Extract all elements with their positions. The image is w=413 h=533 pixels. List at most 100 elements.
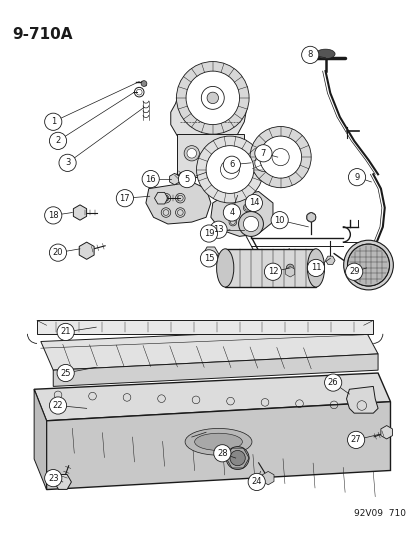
Polygon shape bbox=[54, 474, 71, 489]
Circle shape bbox=[244, 195, 262, 212]
Text: 6: 6 bbox=[229, 160, 234, 169]
Bar bbox=[225, 249, 315, 287]
Ellipse shape bbox=[306, 249, 324, 287]
Text: 9: 9 bbox=[354, 173, 359, 182]
Text: 2: 2 bbox=[55, 136, 60, 146]
Text: 3: 3 bbox=[65, 158, 70, 167]
Polygon shape bbox=[285, 266, 294, 277]
Circle shape bbox=[347, 244, 389, 286]
Circle shape bbox=[206, 92, 218, 103]
Circle shape bbox=[249, 149, 276, 176]
Circle shape bbox=[200, 250, 217, 267]
Circle shape bbox=[223, 156, 240, 173]
Text: 18: 18 bbox=[48, 211, 58, 220]
Circle shape bbox=[59, 154, 76, 172]
Circle shape bbox=[178, 171, 195, 188]
Text: 10: 10 bbox=[274, 216, 284, 225]
Circle shape bbox=[345, 263, 362, 280]
Polygon shape bbox=[262, 471, 273, 485]
Text: 14: 14 bbox=[248, 198, 259, 207]
Text: 26: 26 bbox=[327, 378, 338, 387]
Ellipse shape bbox=[194, 433, 242, 450]
Ellipse shape bbox=[315, 49, 334, 59]
Circle shape bbox=[254, 144, 271, 162]
Circle shape bbox=[49, 132, 66, 149]
Polygon shape bbox=[380, 425, 392, 439]
Circle shape bbox=[238, 212, 263, 237]
Circle shape bbox=[184, 146, 199, 161]
Circle shape bbox=[185, 71, 239, 125]
Polygon shape bbox=[73, 205, 86, 220]
Circle shape bbox=[209, 221, 227, 238]
Text: 15: 15 bbox=[203, 254, 214, 263]
Circle shape bbox=[45, 113, 62, 131]
Text: 28: 28 bbox=[216, 449, 227, 458]
Ellipse shape bbox=[185, 429, 252, 455]
Polygon shape bbox=[145, 182, 210, 224]
Circle shape bbox=[271, 149, 289, 166]
Polygon shape bbox=[34, 373, 389, 421]
Text: 21: 21 bbox=[60, 327, 71, 336]
Circle shape bbox=[142, 171, 159, 188]
Circle shape bbox=[45, 470, 62, 487]
Circle shape bbox=[196, 136, 263, 203]
Circle shape bbox=[213, 445, 230, 462]
Ellipse shape bbox=[216, 249, 233, 287]
Text: 23: 23 bbox=[48, 474, 58, 482]
Circle shape bbox=[57, 324, 74, 341]
Circle shape bbox=[225, 447, 249, 470]
Circle shape bbox=[49, 397, 66, 414]
Circle shape bbox=[176, 62, 249, 134]
Circle shape bbox=[264, 263, 281, 280]
Circle shape bbox=[271, 212, 287, 229]
Text: 7: 7 bbox=[260, 149, 266, 158]
Circle shape bbox=[306, 213, 315, 222]
Text: 13: 13 bbox=[213, 225, 223, 234]
Text: 20: 20 bbox=[52, 248, 63, 257]
Text: 4: 4 bbox=[229, 208, 234, 217]
Polygon shape bbox=[346, 386, 377, 413]
Circle shape bbox=[247, 473, 265, 490]
Circle shape bbox=[116, 190, 133, 207]
Polygon shape bbox=[325, 256, 334, 264]
Polygon shape bbox=[34, 389, 46, 490]
Circle shape bbox=[259, 136, 301, 178]
Polygon shape bbox=[53, 354, 377, 386]
Circle shape bbox=[249, 126, 311, 188]
Circle shape bbox=[347, 431, 364, 448]
Text: 11: 11 bbox=[310, 263, 320, 272]
Circle shape bbox=[286, 264, 293, 272]
Text: 17: 17 bbox=[119, 193, 130, 203]
Text: 5: 5 bbox=[184, 175, 189, 183]
Text: 1: 1 bbox=[50, 117, 56, 126]
Circle shape bbox=[348, 168, 365, 186]
Polygon shape bbox=[210, 191, 272, 237]
Polygon shape bbox=[170, 84, 247, 148]
Text: 12: 12 bbox=[267, 267, 278, 276]
Text: 29: 29 bbox=[348, 267, 358, 276]
Polygon shape bbox=[41, 327, 377, 370]
Text: 8: 8 bbox=[307, 51, 312, 59]
Circle shape bbox=[243, 216, 258, 232]
Circle shape bbox=[206, 146, 253, 193]
Bar bbox=[177, 134, 244, 177]
Circle shape bbox=[324, 374, 341, 391]
Circle shape bbox=[200, 225, 217, 242]
Polygon shape bbox=[203, 247, 218, 260]
Text: 9-710A: 9-710A bbox=[12, 27, 73, 42]
Text: 27: 27 bbox=[350, 435, 361, 445]
Circle shape bbox=[254, 154, 271, 172]
Text: 25: 25 bbox=[60, 368, 71, 377]
Circle shape bbox=[187, 149, 196, 158]
Bar bbox=[37, 320, 373, 334]
Text: 19: 19 bbox=[203, 229, 214, 238]
Circle shape bbox=[201, 86, 224, 109]
Polygon shape bbox=[46, 402, 389, 490]
Text: 22: 22 bbox=[52, 401, 63, 410]
Polygon shape bbox=[154, 192, 168, 204]
Circle shape bbox=[220, 160, 239, 179]
Circle shape bbox=[306, 260, 324, 277]
Circle shape bbox=[45, 207, 62, 224]
Text: 16: 16 bbox=[145, 175, 156, 183]
Circle shape bbox=[49, 244, 66, 261]
